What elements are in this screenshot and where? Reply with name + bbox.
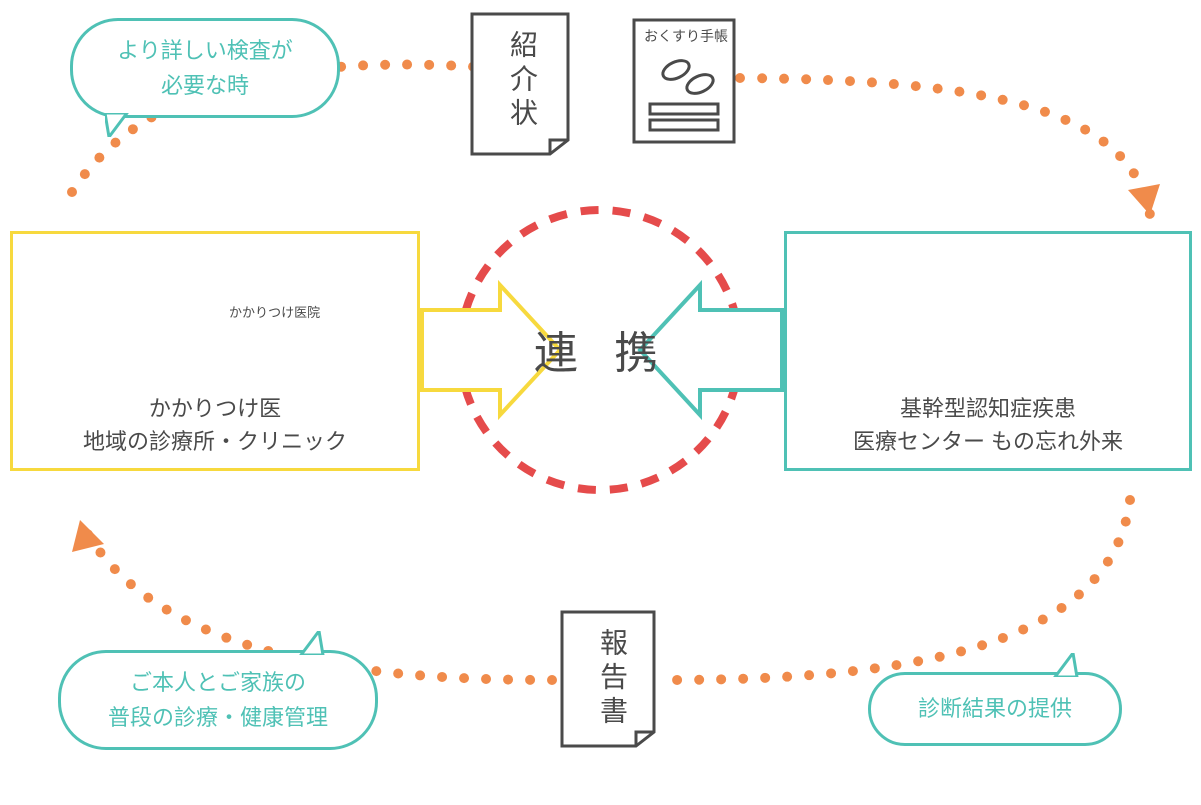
bubble-top-left-line2: 必要な時 xyxy=(117,68,293,103)
bubble-bottom-right-line1: 診断結果の提供 xyxy=(918,691,1072,726)
left-entity-caption-1: かかりつけ医 xyxy=(13,392,417,425)
bubble-top-left-line1: より詳しい検査が xyxy=(117,33,293,68)
right-entity-caption-2: 医療センター もの忘れ外来 xyxy=(787,425,1189,458)
bubble-bottom-left: ご本人とご家族の 普段の診療・健康管理 xyxy=(58,650,378,750)
bubble-tail-icon xyxy=(105,113,135,137)
medicine-book-label: おくすり手帳 xyxy=(644,26,728,46)
arrowhead-bottom-icon xyxy=(72,520,104,552)
left-entity-caption-2: 地域の診療所・クリニック xyxy=(13,425,417,458)
referral-label: 紹介状 xyxy=(502,30,542,132)
report-label: 報告書 xyxy=(592,628,632,730)
bubble-tail-icon xyxy=(1049,653,1079,677)
bubble-bottom-right: 診断結果の提供 xyxy=(868,672,1122,746)
right-entity-box: 基幹型認知症疾患 医療センター もの忘れ外来 xyxy=(784,231,1192,471)
center-label: 連 携 xyxy=(472,317,732,381)
bubble-top-left: より詳しい検査が 必要な時 xyxy=(70,18,340,118)
clinic-sign-label: かかりつけ医院 xyxy=(229,302,320,321)
bubble-bottom-left-line1: ご本人とご家族の xyxy=(108,665,328,700)
arrowhead-top-icon xyxy=(1128,184,1160,215)
right-entity-caption-1: 基幹型認知症疾患 xyxy=(787,392,1189,425)
bubble-tail-icon xyxy=(295,631,325,655)
bubble-bottom-left-line2: 普段の診療・健康管理 xyxy=(108,700,328,735)
left-entity-box: かかりつけ医院 かかりつけ医 地域の診療所・クリニック xyxy=(10,231,420,471)
